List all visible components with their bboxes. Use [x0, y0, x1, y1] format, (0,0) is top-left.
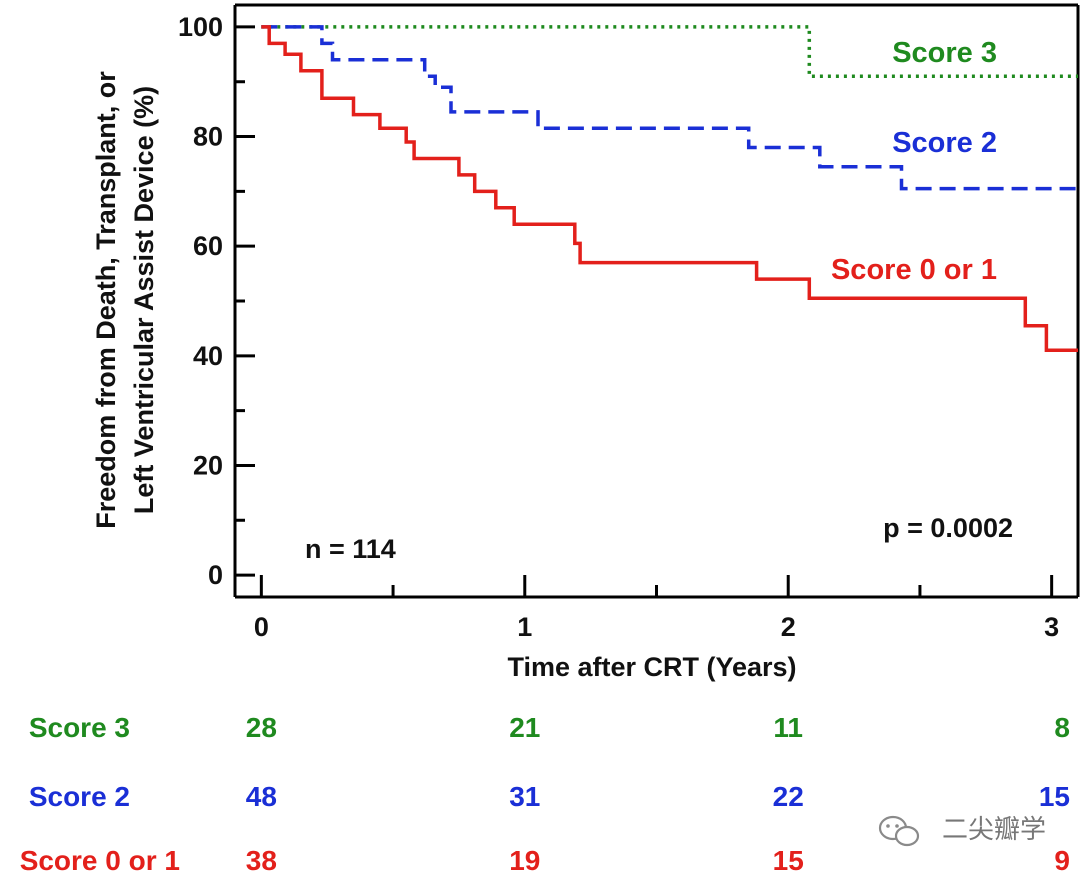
risk-count: 9: [1054, 845, 1070, 875]
y-axis-title: Freedom from Death, Transplant, or Left …: [91, 71, 159, 529]
risk-count: 48: [246, 781, 277, 812]
x-tick-label: 1: [517, 612, 532, 642]
n-annotation: n = 114: [305, 534, 396, 564]
risk-count: 31: [509, 781, 540, 812]
y-tick-label: 20: [193, 450, 223, 480]
risk-count: 8: [1054, 712, 1070, 743]
risk-count: 38: [246, 845, 277, 875]
watermark: 二尖瓣学: [878, 815, 1046, 847]
x-axis-title: Time after CRT (Years): [507, 652, 796, 682]
y-tick-label: 0: [208, 560, 223, 590]
risk-count: 15: [773, 845, 804, 875]
series-label-score-0-or-1: Score 0 or 1: [831, 254, 997, 286]
risk-row-label: Score 2: [29, 781, 130, 812]
series-line-score-0-or-1: [261, 25, 1078, 353]
x-tick-label: 3: [1044, 612, 1059, 642]
x-axis-ticks: 0 1 2 3: [254, 575, 1059, 642]
p-value-annotation: p = 0.0002: [883, 513, 1013, 543]
risk-count: 11: [773, 712, 803, 743]
y-axis-title-line-2: Left Ventricular Assist Device (%): [129, 86, 159, 514]
risk-count: 21: [509, 712, 540, 743]
x-tick-label: 0: [254, 612, 269, 642]
risk-count: 22: [773, 781, 804, 812]
survival-curves: [261, 25, 1078, 353]
y-axis-title-line-1: Freedom from Death, Transplant, or: [91, 71, 121, 529]
series-label-score-2: Score 2: [892, 127, 997, 159]
y-tick-label: 40: [193, 341, 223, 371]
y-tick-label: 60: [193, 231, 223, 261]
risk-row-label: Score 3: [29, 712, 130, 743]
series-label-score-3: Score 3: [892, 37, 997, 69]
risk-count: 19: [509, 845, 540, 875]
risk-count: 15: [1039, 781, 1070, 812]
risk-count: 28: [246, 712, 277, 743]
series-line-score-3: [261, 25, 1078, 79]
wechat-icon: [878, 815, 920, 847]
y-tick-label: 80: [193, 122, 223, 152]
y-axis-ticks: 0 20 40 60 80 100: [178, 12, 255, 590]
x-tick-label: 2: [781, 612, 796, 642]
risk-row-label: Score 0 or 1: [20, 845, 180, 875]
y-tick-label: 100: [178, 12, 223, 42]
number-at-risk-table: Score 3 28 21 11 8 Score 2 48 31 22 15 Score 0 or …: [20, 712, 1070, 875]
watermark-text: 二尖瓣学: [942, 815, 1046, 845]
